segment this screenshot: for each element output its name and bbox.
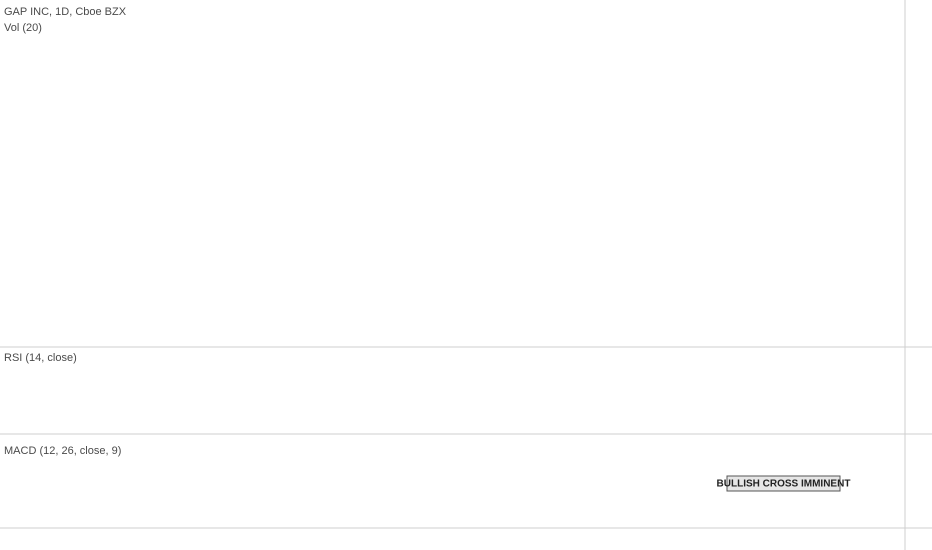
chart-title: GAP INC, 1D, Cboe BZX bbox=[4, 6, 127, 18]
rsi-legend: RSI (14, close) bbox=[4, 352, 77, 364]
annotation-box bbox=[726, 475, 841, 492]
macd-legend: MACD (12, 26, close, 9) bbox=[4, 445, 121, 457]
annotation-text: BULLISH CROSS IMMINENT bbox=[717, 479, 851, 490]
volume-legend: Vol (20) bbox=[4, 22, 42, 34]
